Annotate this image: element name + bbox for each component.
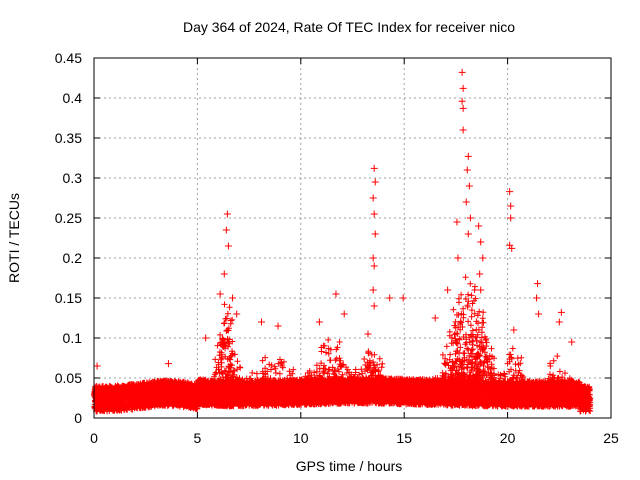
roti-peak-point (555, 318, 563, 326)
roti-peak-point (399, 294, 407, 302)
roti-peak-point (466, 214, 474, 222)
y-tick-label: 0.35 (55, 130, 82, 146)
axis-ticks (93, 57, 612, 419)
roti-peak-point (568, 338, 576, 346)
roti-peak-point (164, 360, 172, 368)
roti-peak-point (233, 310, 241, 318)
roti-peak-point (510, 326, 518, 334)
data-points (91, 68, 594, 415)
grid-lines (94, 58, 611, 418)
plot-frame (93, 57, 612, 419)
roti-peak-point (459, 126, 467, 134)
roti-peak-point (475, 222, 483, 230)
roti-peak-point (216, 290, 224, 298)
roti-peak-point (464, 152, 472, 160)
roti-peak-point (459, 104, 467, 112)
roti-peak-point (462, 198, 470, 206)
roti-peak-point (371, 230, 379, 238)
roti-peak-point (370, 302, 378, 310)
roti-peak-point (557, 308, 565, 316)
roti-peak-point (533, 294, 541, 302)
roti-peak-point (370, 164, 378, 172)
roti-peak-point (223, 210, 231, 218)
roti-peak-point (224, 242, 232, 250)
roti-peak-point (202, 334, 210, 342)
roti-peak-point (315, 318, 323, 326)
roti-peak-point (508, 244, 516, 252)
x-axis-tick-labels: 0 5 10 15 20 25 (90, 430, 619, 446)
roti-peak-point (229, 294, 237, 302)
roti-peak-point (453, 218, 461, 226)
x-tick-label: 10 (293, 430, 309, 446)
roti-peak-point (477, 238, 485, 246)
y-tick-label: 0.05 (55, 370, 82, 386)
roti-peak-point (458, 97, 466, 105)
y-tick-label: 0.2 (63, 250, 83, 266)
roti-peak-point (258, 318, 266, 326)
y-tick-label: 0 (74, 410, 82, 426)
roti-peak-point (222, 226, 230, 234)
x-tick-label: 25 (603, 430, 619, 446)
roti-peak-point (370, 210, 378, 218)
x-tick-label: 20 (500, 430, 516, 446)
roti-peak-point (479, 254, 487, 262)
roti-peak-point (220, 270, 228, 278)
roti-peak-point (458, 68, 466, 76)
x-axis-label: GPS time / hours (296, 458, 403, 474)
roti-peak-point (371, 178, 379, 186)
y-tick-label: 0.45 (55, 50, 82, 66)
y-tick-label: 0.3 (63, 170, 83, 186)
y-tick-label: 0.1 (63, 330, 83, 346)
roti-peak-point (369, 286, 377, 294)
x-tick-label: 5 (194, 430, 202, 446)
roti-peak-point (463, 166, 471, 174)
x-tick-label: 0 (90, 430, 98, 446)
roti-peak-point (506, 188, 514, 196)
roti-peak-point (332, 290, 340, 298)
y-tick-label: 0.15 (55, 290, 82, 306)
roti-peak-point (93, 362, 101, 370)
roti-baseline-points (91, 274, 594, 415)
roti-peak-point (464, 230, 472, 238)
roti-peak-point (465, 182, 473, 190)
roti-peak-point (454, 254, 462, 262)
chart-title: Day 364 of 2024, Rate Of TEC Index for r… (183, 19, 515, 35)
roti-peak-point (364, 330, 372, 338)
roti-peak-point (369, 254, 377, 262)
roti-peak-point (507, 202, 515, 210)
roti-peak-point (459, 84, 467, 92)
roti-peak-point (507, 214, 515, 222)
roti-peak-point (534, 280, 542, 288)
y-tick-label: 0.4 (63, 90, 83, 106)
roti-peak-point (431, 314, 439, 322)
y-axis-label: ROTI / TECUs (6, 193, 22, 283)
x-tick-label: 15 (396, 430, 412, 446)
roti-peak-point (477, 286, 485, 294)
roti-peak-point (444, 286, 452, 294)
roti-peak-point (370, 262, 378, 270)
roti-peak-point (340, 310, 348, 318)
roti-peak-point (535, 310, 543, 318)
roti-peak-point (274, 322, 282, 330)
roti-peak-point (476, 270, 484, 278)
y-tick-label: 0.25 (55, 210, 82, 226)
y-axis-tick-labels: 0 0.05 0.1 0.15 0.2 0.25 0.3 0.35 0.4 0.45 (55, 50, 82, 426)
roti-peak-point (386, 294, 394, 302)
roti-peak-point (369, 194, 377, 202)
